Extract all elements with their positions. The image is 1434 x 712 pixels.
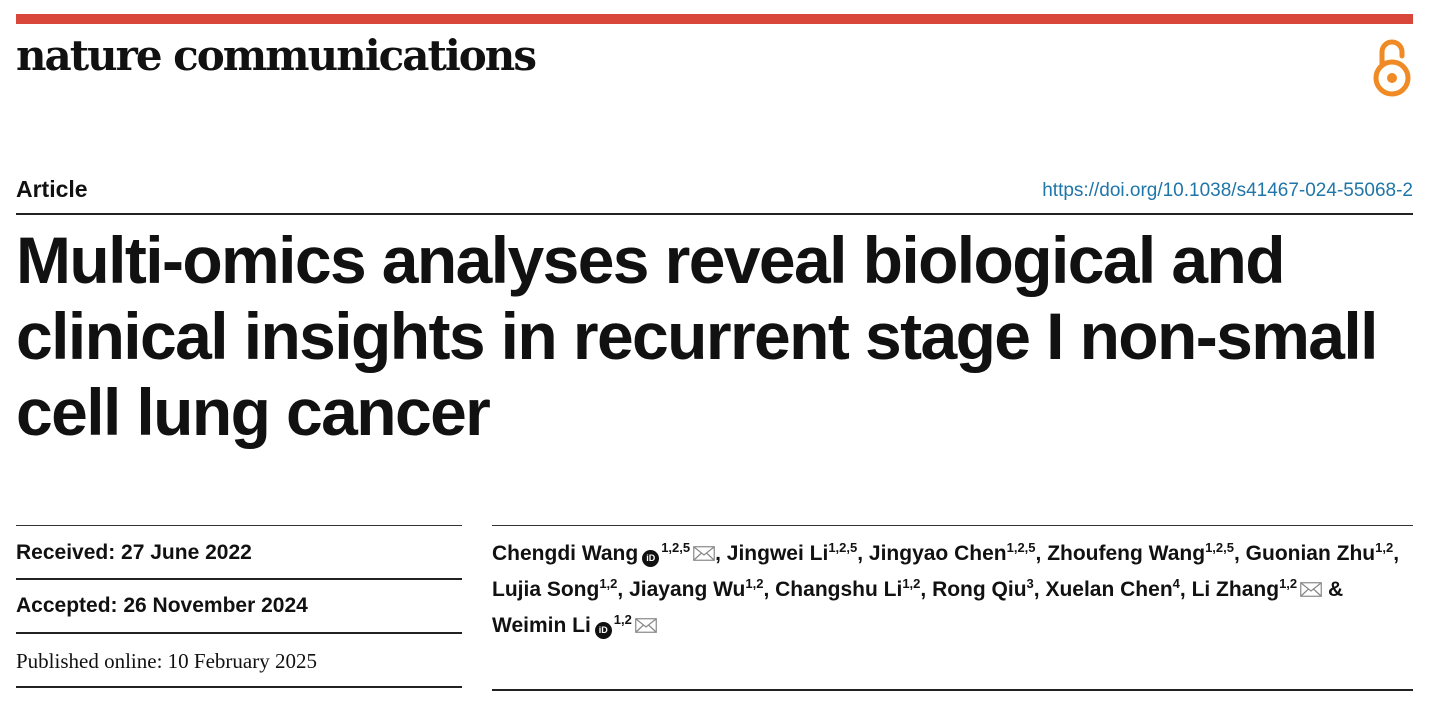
affiliation-number: 1,2 bbox=[599, 576, 618, 591]
divider bbox=[16, 578, 462, 580]
doi-link[interactable]: https://doi.org/10.1038/s41467-024-55068… bbox=[1042, 180, 1413, 201]
orcid-icon[interactable]: iD bbox=[642, 550, 660, 567]
author[interactable]: Jingyao Chen1,2,5 bbox=[868, 540, 1036, 565]
mail-icon[interactable] bbox=[693, 546, 715, 561]
divider bbox=[492, 689, 1413, 691]
author[interactable]: Rong Qiu3 bbox=[932, 576, 1034, 601]
affiliation-number: 1,2 bbox=[745, 576, 764, 591]
author[interactable]: Zhoufeng Wang1,2,5 bbox=[1047, 540, 1234, 565]
accepted-date: Accepted: 26 November 2024 bbox=[16, 594, 308, 617]
author[interactable]: Li Zhang1,2 bbox=[1191, 576, 1323, 601]
author-name: Guonian Zhu bbox=[1245, 542, 1376, 565]
published-date: Published online: 10 February 2025 bbox=[16, 649, 317, 673]
affiliation-number: 1,2 bbox=[902, 576, 921, 591]
author[interactable]: Lujia Song1,2 bbox=[492, 576, 618, 601]
author-name: Weimin Li bbox=[492, 614, 591, 637]
divider bbox=[16, 213, 1413, 215]
author[interactable]: Weimin Li iD1,2 bbox=[492, 612, 657, 639]
divider bbox=[16, 686, 462, 688]
mail-icon[interactable] bbox=[1300, 582, 1322, 597]
affiliation-number: 1,2 bbox=[1375, 540, 1394, 555]
author-name: Jiayang Wu bbox=[629, 578, 746, 601]
author-name: Lujia Song bbox=[492, 578, 600, 601]
affiliation-number: 4 bbox=[1172, 576, 1180, 591]
author-name: Changshu Li bbox=[775, 578, 903, 601]
author[interactable]: Xuelan Chen4 bbox=[1045, 576, 1180, 601]
article-title: Multi-omics analyses reveal biological a… bbox=[16, 223, 1379, 449]
author-name: Chengdi Wang bbox=[492, 542, 639, 565]
author-name: Li Zhang bbox=[1191, 578, 1280, 601]
divider bbox=[16, 525, 462, 526]
divider bbox=[16, 632, 462, 634]
affiliation-number: 1,2,5 bbox=[1006, 540, 1036, 555]
author-name: Jingwei Li bbox=[726, 542, 829, 565]
author-list: Chengdi Wang iD1,2,5, Jingwei Li1,2,5, Ji… bbox=[492, 540, 1400, 639]
open-access-icon bbox=[1373, 39, 1411, 97]
affiliation-number: 1,2 bbox=[613, 612, 632, 627]
author[interactable]: Guonian Zhu1,2 bbox=[1245, 540, 1394, 565]
author-name: Jingyao Chen bbox=[868, 542, 1007, 565]
affiliation-number: 3 bbox=[1026, 576, 1034, 591]
author[interactable]: Jingwei Li1,2,5 bbox=[726, 540, 858, 565]
author[interactable]: Jiayang Wu1,2 bbox=[629, 576, 764, 601]
divider bbox=[492, 525, 1413, 526]
author-name: Rong Qiu bbox=[932, 578, 1027, 601]
mail-icon[interactable] bbox=[635, 618, 657, 633]
author[interactable]: Changshu Li1,2 bbox=[775, 576, 921, 601]
author[interactable]: Chengdi Wang iD1,2,5 bbox=[492, 540, 715, 567]
journal-name[interactable]: nature communications bbox=[16, 31, 537, 80]
orcid-icon[interactable]: iD bbox=[594, 622, 612, 639]
affiliation-number: 1,2,5 bbox=[1205, 540, 1234, 555]
journal-color-bar bbox=[16, 14, 1413, 24]
affiliation-number: 1,2 bbox=[1279, 576, 1298, 591]
affiliation-number: 1,2,5 bbox=[661, 540, 691, 555]
author-name: Zhoufeng Wang bbox=[1047, 542, 1206, 565]
received-date: Received: 27 June 2022 bbox=[16, 541, 252, 564]
author-name: Xuelan Chen bbox=[1045, 578, 1173, 601]
affiliation-number: 1,2,5 bbox=[828, 540, 858, 555]
article-type: Article bbox=[16, 176, 88, 202]
